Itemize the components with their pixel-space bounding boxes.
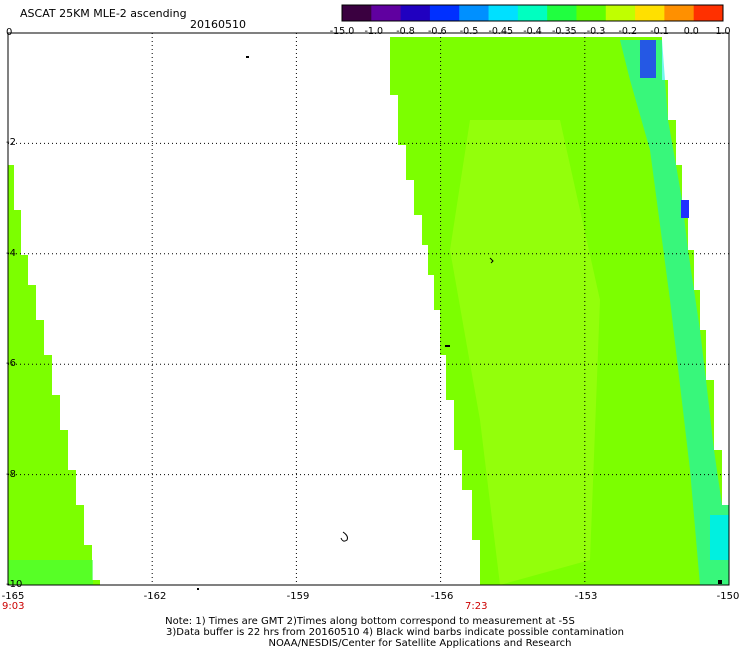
lat-tick-m6: -6 — [6, 358, 16, 369]
lat-tick-m10: -10 — [6, 579, 23, 590]
barb-mark — [718, 580, 722, 584]
barb-mark — [246, 56, 249, 58]
note-line-1: Note: 1) Times are GMT 2)Times along bot… — [165, 616, 575, 627]
right-swath-centre — [450, 120, 600, 585]
colorbar-frame — [341, 4, 724, 22]
colorbar-segment — [488, 5, 519, 21]
chart-title: ASCAT 25KM MLE-2 ascending — [20, 7, 187, 20]
colorbar-segment — [576, 5, 607, 21]
colorbar-segment — [517, 5, 548, 21]
left-swath — [8, 165, 100, 585]
time-left: 9:03 — [2, 601, 25, 612]
colorbar-label: -0.3 — [586, 26, 606, 37]
lon-tick-162: -162 — [143, 591, 167, 602]
barb-mark — [489, 257, 494, 264]
lon-tick-165: -165 — [1, 591, 25, 602]
colorbar-segment — [605, 5, 636, 21]
colorbar-segment — [371, 5, 402, 21]
colorbar-label: 1.0 — [715, 26, 731, 37]
colorbar-label: -0.2 — [618, 26, 638, 37]
time-right: 7:23 — [465, 601, 488, 612]
colorbar-segment — [693, 5, 724, 21]
colorbar-segment — [459, 5, 490, 21]
colorbar-label: -0.4 — [523, 26, 542, 37]
colorbar-label: -1.0 — [364, 26, 384, 37]
colorbar-label: -0.6 — [427, 26, 447, 37]
colorbar-segment — [342, 5, 372, 21]
grid-lines — [8, 33, 729, 585]
colorbar-segment — [664, 5, 695, 21]
lat-tick-m4: -4 — [6, 248, 16, 259]
colorbar-label: 0.0 — [683, 26, 699, 37]
left-swath-patch — [8, 560, 93, 585]
barb-mark — [197, 588, 199, 590]
colorbar-label: -0.45 — [488, 26, 514, 37]
lon-tick-156: -156 — [430, 591, 454, 602]
blue-patch — [640, 40, 656, 78]
lon-tick-153: -153 — [574, 591, 598, 602]
colorbar-segment — [635, 5, 665, 21]
barb-mark — [445, 345, 450, 347]
colorbar-label: -0.1 — [650, 26, 669, 37]
map-frame — [7, 32, 730, 586]
colorbar-segment — [429, 5, 460, 21]
colorbar-segment — [400, 5, 431, 21]
lon-tick-159: -159 — [286, 591, 310, 602]
note-line-3: NOAA/NESDIS/Center for Satellite Applica… — [268, 638, 572, 649]
colorbar-label: -0.35 — [551, 26, 577, 37]
barb-mark — [340, 531, 348, 542]
note-line-2: 3)Data buffer is 22 hrs from 20160510 4)… — [166, 627, 624, 638]
lon-tick-150: -150 — [716, 591, 740, 602]
right-swath-edge — [620, 40, 729, 585]
colorbar — [341, 4, 724, 22]
cyan-patch — [710, 515, 729, 560]
lat-tick-m2: -2 — [6, 137, 16, 148]
lat-tick-m8: -8 — [6, 469, 16, 480]
colorbar-label: -0.8 — [396, 26, 415, 37]
blue-patch — [681, 200, 689, 218]
colorbar-segment — [547, 5, 577, 21]
swath-layer — [8, 37, 729, 585]
chart-date: 20160510 — [190, 18, 246, 31]
colorbar-label: -15.0 — [329, 26, 355, 37]
lat-tick-0: 0 — [6, 27, 13, 38]
colorbar-label: -0.5 — [459, 26, 479, 37]
contamination-barbs — [197, 56, 722, 590]
